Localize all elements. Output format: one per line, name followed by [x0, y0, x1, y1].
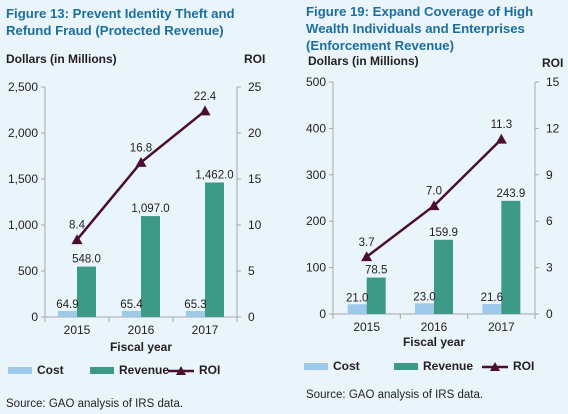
cost-data-label: 21.0 — [346, 292, 368, 304]
revenue-bar — [141, 216, 160, 317]
revenue-data-label: 1,097.0 — [131, 203, 169, 215]
revenue-data-label: 243.9 — [496, 188, 525, 200]
roi-data-label: 3.7 — [359, 237, 375, 249]
chart-title: Figure 19: Expand Coverage of High Wealt… — [306, 3, 533, 54]
y-tick-label-right: 12 — [546, 121, 560, 135]
x-tick-label: 2016 — [421, 320, 448, 334]
legend-revenue-swatch — [394, 363, 418, 370]
chart-title-line: Figure 13: Prevent Identity Theft and — [6, 6, 235, 21]
roi-data-label: 22.4 — [194, 91, 217, 103]
x-axis-label: Fiscal year — [110, 340, 172, 354]
y-tick-label-right: 6 — [546, 214, 553, 228]
cost-bar — [415, 303, 434, 314]
figure-19-panel: Figure 19: Expand Coverage of High Wealt… — [284, 0, 568, 414]
revenue-data-label: 548.0 — [72, 254, 101, 266]
roi-marker — [71, 234, 83, 245]
chart-title-line: Wealth Individuals and Enterprises — [306, 21, 525, 36]
x-tick-label: 2017 — [192, 323, 219, 337]
y-tick-label-left: 100 — [306, 261, 326, 275]
roi-marker — [495, 133, 507, 144]
y-tick-label-right: 25 — [248, 80, 262, 94]
cost-data-label: 65.3 — [184, 299, 206, 311]
chart-title: Figure 13: Prevent Identity Theft and Re… — [6, 5, 235, 39]
legend-roi-label: ROI — [513, 359, 534, 373]
legend-revenue-label: Revenue — [119, 363, 169, 377]
revenue-data-label: 159.9 — [429, 227, 458, 239]
revenue-bar — [205, 182, 224, 317]
source-note: Source: GAO analysis of IRS data. — [306, 389, 484, 401]
cost-bar — [58, 311, 77, 317]
revenue-bar — [366, 277, 386, 314]
legend-cost-swatch — [8, 367, 32, 374]
legend-cost-swatch — [304, 363, 328, 370]
figure-19-chart: 0 100 200 300 400 500 0 3 6 9 12 15 2015 2016 2017 Doll… — [304, 54, 563, 373]
cost-data-label: 65.4 — [120, 299, 143, 311]
legend-cost-label: Cost — [37, 363, 64, 377]
cost-data-label: 23.0 — [413, 291, 435, 303]
legend-revenue-label: Revenue — [423, 359, 473, 373]
revenue-data-label: 1,462.0 — [195, 169, 233, 181]
y2-axis-label: ROI — [244, 52, 265, 66]
y-tick-label-left: 500 — [306, 75, 326, 89]
roi-data-label: 8.4 — [69, 220, 86, 232]
roi-marker — [361, 251, 373, 262]
revenue-bar — [77, 266, 96, 317]
legend-roi-marker — [176, 366, 186, 375]
revenue-bar — [501, 200, 521, 314]
roi-data-label: 7.0 — [426, 186, 442, 198]
x-tick-label: 2015 — [64, 323, 91, 337]
y-tick-label-right: 20 — [248, 126, 262, 140]
y-tick-label-right: 9 — [546, 168, 553, 182]
y2-axis-label: ROI — [542, 56, 563, 70]
chart-title-line: (Enforcement Revenue) — [306, 38, 455, 53]
legend-roi-label: ROI — [199, 363, 220, 377]
cost-bar — [482, 303, 502, 314]
y-tick-label-left: 400 — [306, 121, 326, 135]
y-axis-label: Dollars (in Millions) — [6, 52, 117, 66]
figure-13-panel: Figure 13: Prevent Identity Theft and Re… — [6, 5, 265, 410]
x-tick-label: 2017 — [488, 320, 515, 334]
y-tick-label-right: 3 — [546, 261, 553, 275]
roi-line — [365, 138, 503, 258]
revenue-bar — [434, 239, 453, 314]
y-tick-label-left: 500 — [18, 264, 38, 278]
roi-data-label: 11.3 — [491, 119, 513, 131]
y-tick-label-left: 2,000 — [8, 126, 38, 140]
cost-data-label: 64.9 — [56, 299, 78, 311]
roi-marker — [199, 105, 211, 116]
roi-marker — [428, 200, 440, 211]
y-tick-label-right: 0 — [546, 307, 553, 321]
cost-bar — [122, 310, 141, 317]
y-tick-label-left: 0 — [319, 307, 326, 321]
y-tick-label-left: 0 — [31, 310, 38, 324]
cost-bar — [186, 310, 205, 317]
legend-cost-label: Cost — [333, 359, 360, 373]
roi-data-label: 16.8 — [130, 142, 152, 154]
x-axis-label: Fiscal year — [403, 335, 465, 349]
revenue-data-label: 78.5 — [365, 265, 387, 277]
legend-roi-marker — [490, 362, 500, 371]
y-tick-label-left: 200 — [306, 214, 326, 228]
y-tick-label-left: 300 — [306, 168, 326, 182]
y-tick-label-right: 15 — [546, 75, 560, 89]
y-tick-label-left: 1,500 — [8, 172, 38, 186]
y-axis-label: Dollars (in Millions) — [308, 54, 419, 68]
figure-13-chart: 0 500 1,000 1,500 2,000 2,500 0 5 10 15 20 25 2015 20… — [6, 52, 265, 377]
legend-revenue-swatch — [90, 367, 114, 374]
y-tick-label-right: 10 — [248, 218, 262, 232]
roi-marker — [135, 156, 147, 167]
y-tick-label-right: 0 — [248, 310, 255, 324]
y-tick-label-right: 15 — [248, 172, 262, 186]
source-note: Source: GAO analysis of IRS data. — [6, 398, 184, 410]
chart-title-line: Figure 19: Expand Coverage of High — [306, 4, 534, 19]
y-tick-label-right: 5 — [248, 264, 255, 278]
chart-title-line: Refund Fraud (Protected Revenue) — [6, 23, 224, 38]
cost-data-label: 21.6 — [481, 292, 503, 304]
x-tick-label: 2015 — [353, 320, 380, 334]
x-tick-label: 2016 — [128, 323, 155, 337]
cost-bar — [347, 304, 367, 314]
y-tick-label-left: 2,500 — [8, 80, 38, 94]
y-tick-label-left: 1,000 — [8, 218, 38, 232]
